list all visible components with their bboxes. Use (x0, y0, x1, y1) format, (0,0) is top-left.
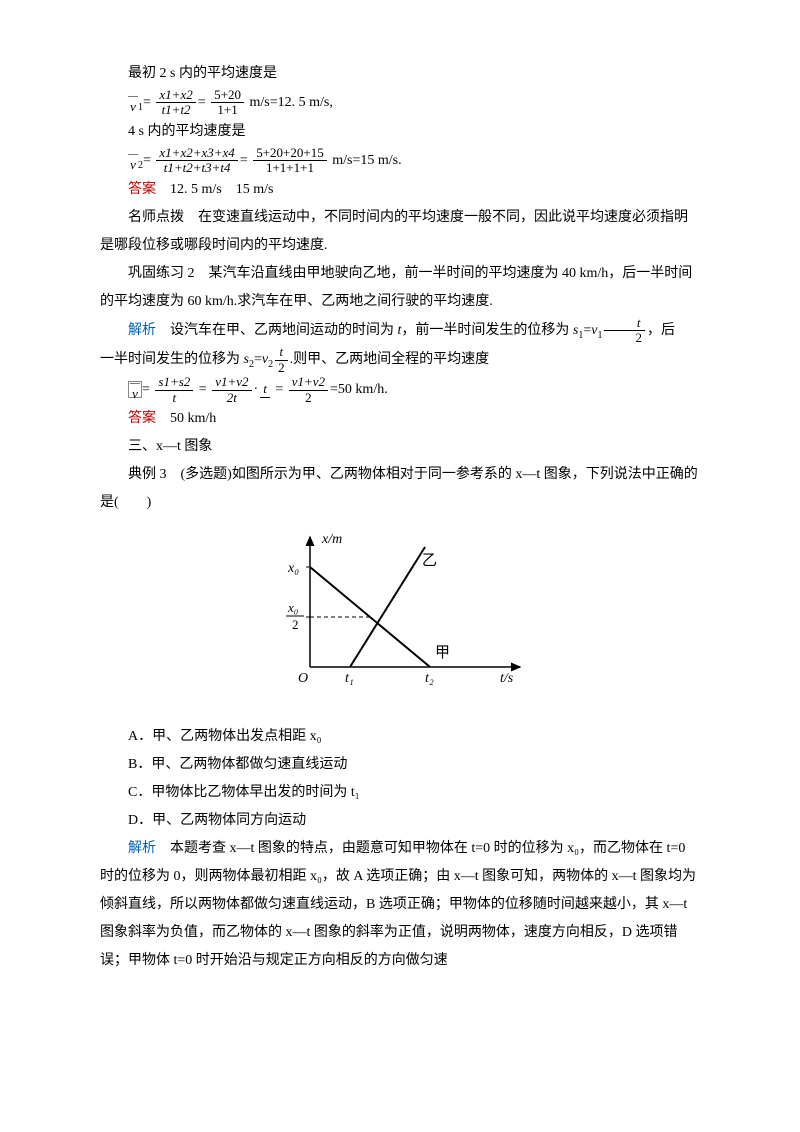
analysis-label-2: 解析 (128, 841, 156, 856)
equation-2: —v2= x1+x2+x3+x4t1+t2+t3+t4= 5+20+20+151… (128, 146, 700, 176)
svg-text:x₀: x₀ (287, 561, 299, 576)
text-p2: 4 s 内的平均速度是 (100, 118, 700, 146)
text-p8: 典例 3 (多选题)如图所示为甲、乙两物体相对于同一参考系的 x—t 图象，下列… (100, 461, 700, 517)
text-p5: 解析 设汽车在甲、乙两地间运动的时间为 t，前一半时间发生的位移为 s1=v1t… (100, 316, 700, 346)
answer-label: 答案 (128, 182, 156, 197)
text-p1: 最初 2 s 内的平均速度是 (100, 60, 700, 88)
svg-text:O: O (298, 671, 308, 686)
equation-3: —v= s1+s2t = v1+v22t·t = v1+v22=50 km/h. (128, 375, 700, 405)
option-d: D．甲、乙两物体同方向运动 (100, 807, 700, 835)
option-a: A．甲、乙两物体出发点相距 x₀ (100, 723, 700, 751)
svg-text:x/m: x/m (321, 532, 342, 547)
text-p3: 名师点拨 在变速直线运动中，不同时间内的平均速度一般不同，因此说平均速度必须指明… (100, 204, 700, 260)
xt-graph: x/m t/s x₀ x₀ 2 O t₁ t₂ 甲 乙 (100, 527, 700, 708)
option-c: C．甲物体比乙物体早出发的时间为 t₁ (100, 779, 700, 807)
svg-text:t₂: t₂ (425, 671, 434, 686)
svg-text:t₁: t₁ (345, 671, 354, 686)
analysis-label: 解析 (128, 323, 156, 338)
svg-text:乙: 乙 (422, 553, 437, 569)
section-heading: 三、x—t 图象 (100, 433, 700, 461)
svg-text:x₀: x₀ (287, 600, 298, 615)
answer-2: 答案 50 km/h (100, 405, 700, 433)
text-p6: 一半时间发生的位移为 s2=v2t2.则甲、乙两地间全程的平均速度 (100, 345, 700, 375)
answer-label-2: 答案 (128, 411, 156, 426)
analysis-text: 解析 本题考查 x—t 图象的特点，由题意可知甲物体在 t=0 时的位移为 x₀… (100, 835, 700, 975)
page: 最初 2 s 内的平均速度是 —v1= x1+x2t1+t2= 5+201+1 … (0, 0, 800, 1132)
answer-1: 答案 12. 5 m/s 15 m/s (100, 176, 700, 204)
svg-text:2: 2 (292, 617, 299, 632)
equation-1: —v1= x1+x2t1+t2= 5+201+1 m/s=12. 5 m/s, (128, 88, 700, 118)
text-p4: 巩固练习 2 某汽车沿直线由甲地驶向乙地，前一半时间的平均速度为 40 km/h… (100, 260, 700, 316)
svg-text:甲: 甲 (435, 645, 450, 661)
option-b: B．甲、乙两物体都做匀速直线运动 (100, 751, 700, 779)
svg-text:t/s: t/s (500, 671, 514, 686)
